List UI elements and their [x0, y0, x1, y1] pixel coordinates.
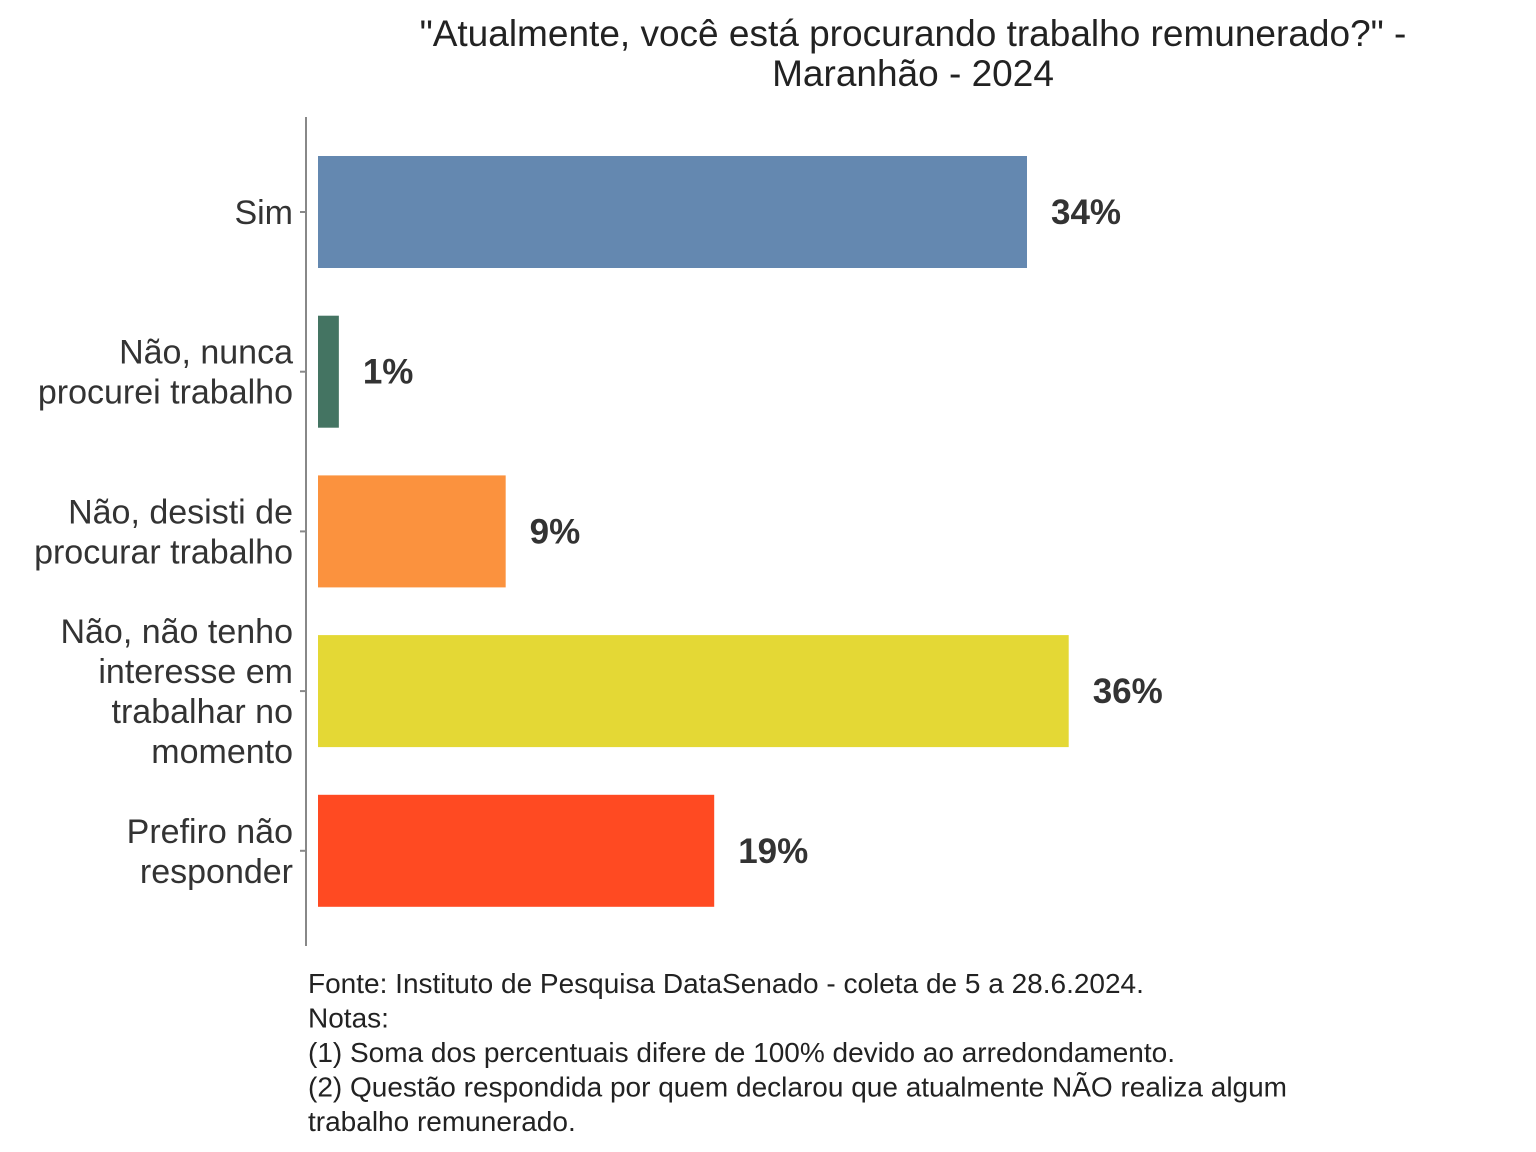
footnote-line: (1) Soma dos percentuais difere de 100% … — [308, 1037, 1175, 1068]
y-tick-label: momento — [151, 733, 293, 771]
bar — [318, 156, 1027, 268]
y-tick-label: Não, nunca — [119, 334, 293, 372]
bar — [318, 635, 1069, 748]
y-tick-label: Prefiro não — [127, 813, 293, 851]
title-line: "Atualmente, você está procurando trabal… — [420, 13, 1407, 54]
chart-title: "Atualmente, você está procurando trabal… — [420, 13, 1407, 94]
footnote-line: Fonte: Instituto de Pesquisa DataSenado … — [308, 968, 1144, 999]
data-label: 1% — [363, 353, 414, 392]
data-label: 36% — [1093, 672, 1163, 711]
title-line: Maranhão - 2024 — [772, 53, 1054, 94]
y-tick-label: Sim — [234, 194, 293, 232]
footnote: Fonte: Instituto de Pesquisa DataSenado … — [308, 968, 1287, 1137]
y-tick-label: procurei trabalho — [38, 374, 293, 412]
y-tick-label: interesse em — [98, 653, 293, 691]
y-tick-label: Não, desisti de — [68, 493, 293, 531]
footnote-line: Notas: — [308, 1003, 389, 1034]
data-label: 19% — [738, 832, 808, 871]
y-tick-label: trabalhar no — [112, 693, 293, 731]
y-tick-label: Não, não tenho — [60, 613, 293, 651]
y-tick-label: procurar trabalho — [34, 533, 293, 571]
footnote-line: trabalho remunerado. — [308, 1106, 576, 1137]
bar — [318, 794, 715, 907]
bar — [318, 475, 506, 588]
y-tick-label: responder — [140, 853, 293, 891]
data-label: 34% — [1051, 193, 1121, 232]
footnote-line: (2) Questão respondida por quem declarou… — [308, 1072, 1287, 1103]
bar — [318, 315, 339, 428]
data-label: 9% — [530, 512, 581, 551]
